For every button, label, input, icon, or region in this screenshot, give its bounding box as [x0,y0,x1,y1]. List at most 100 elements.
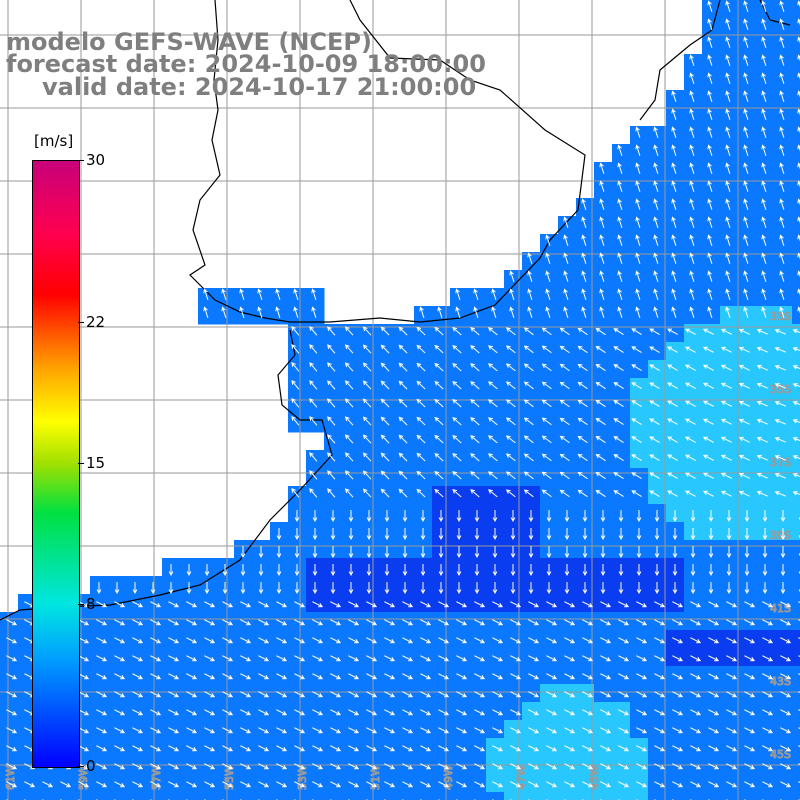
wind-arrow [635,252,641,265]
wind-arrow [600,763,612,770]
wind-arrow [545,234,551,247]
wind-arrow [327,488,336,498]
wind-arrow [685,328,696,335]
wind-arrow [239,306,245,319]
wind-arrow [726,763,738,770]
wind-arrow [510,582,516,595]
wind-arrow [595,454,606,462]
wind-arrow [708,727,720,734]
wind-arrow [327,362,336,372]
wind-arrow [689,234,695,247]
wind-arrow [384,673,396,680]
wind-arrow [366,601,378,608]
wind-arrow [780,582,786,595]
wind-arrow [617,144,623,157]
wind-arrow [726,655,738,662]
wind-arrow [366,673,378,680]
wind-arrow [726,564,732,577]
wind-arrow [725,270,731,283]
wind-arrow [186,601,198,608]
wind-arrow [654,745,666,752]
wind-arrow [455,288,461,301]
wind-arrow [726,619,738,626]
wind-speed-cell [486,792,505,800]
wind-arrow [348,564,354,577]
wind-arrow [582,763,594,770]
colorbar-tick-label: 15 [86,454,106,472]
wind-speed-cell [792,198,800,217]
wind-arrow [309,452,318,462]
wind-speed-cell [522,792,541,800]
wind-arrow [613,328,624,336]
wind-arrow [779,54,785,67]
wind-arrow [276,763,288,770]
wind-arrow [617,288,623,301]
wind-speed-cell [702,792,721,800]
wind-arrow [761,144,767,157]
wind-arrow [438,781,450,788]
wind-arrow [204,619,216,626]
wind-arrow [452,326,462,336]
wind-arrow [636,691,648,698]
wind-arrow [792,419,800,424]
wind-arrow [204,781,216,788]
wind-arrow [470,399,480,408]
wind-arrow [774,418,786,425]
wind-arrow [456,655,468,662]
wind-arrow [564,601,576,608]
wind-arrow [613,382,624,390]
wind-arrow [618,745,630,752]
wind-arrow [667,346,678,353]
wind-arrow [708,601,720,608]
wind-arrow [797,162,800,170]
wind-arrow [398,398,408,408]
wind-arrow [330,673,342,680]
wind-arrow [564,691,576,698]
wind-arrow [327,380,336,390]
wind-arrow [275,306,281,319]
wind-arrow [761,180,767,193]
wind-arrow [398,344,408,354]
wind-arrow [559,381,570,390]
wind-arrow [474,510,480,523]
wind-arrow [416,344,426,354]
wind-arrow [599,234,605,247]
wind-arrow [744,637,756,644]
wind-arrow [276,709,288,716]
wind-arrow [689,180,695,193]
wind-arrow [416,380,426,390]
colorbar-tick [78,766,84,767]
wind-arrow [96,727,108,734]
wind-arrow [600,582,606,595]
wind-arrow [222,727,234,734]
wind-arrow [671,162,677,175]
lat-label: 37S [770,456,791,469]
wind-arrow [689,90,695,103]
wind-arrow [294,781,306,788]
wind-arrow [150,673,162,680]
wind-arrow [309,344,318,354]
wind-arrow [132,673,144,680]
wind-speed-cell [792,288,800,307]
wind-arrow [6,673,18,680]
wind-arrow [726,510,732,523]
wind-arrow [738,418,750,425]
wind-arrow [780,528,786,541]
wind-arrow [416,416,426,426]
wind-arrow [528,582,534,595]
wind-arrow [653,252,659,265]
wind-arrow [667,472,678,479]
wind-arrow [581,198,587,211]
wind-speed-cell [792,162,800,181]
wind-arrow [240,727,252,734]
wind-arrow [348,691,360,698]
wind-arrow [702,382,714,389]
wind-arrow [384,528,390,541]
wind-arrow [725,216,731,229]
wind-arrow [654,673,666,680]
wind-arrow [366,619,378,626]
wind-arrow [649,328,660,335]
wind-arrow [600,709,612,716]
wind-arrow [456,528,462,541]
wind-arrow [653,216,659,229]
